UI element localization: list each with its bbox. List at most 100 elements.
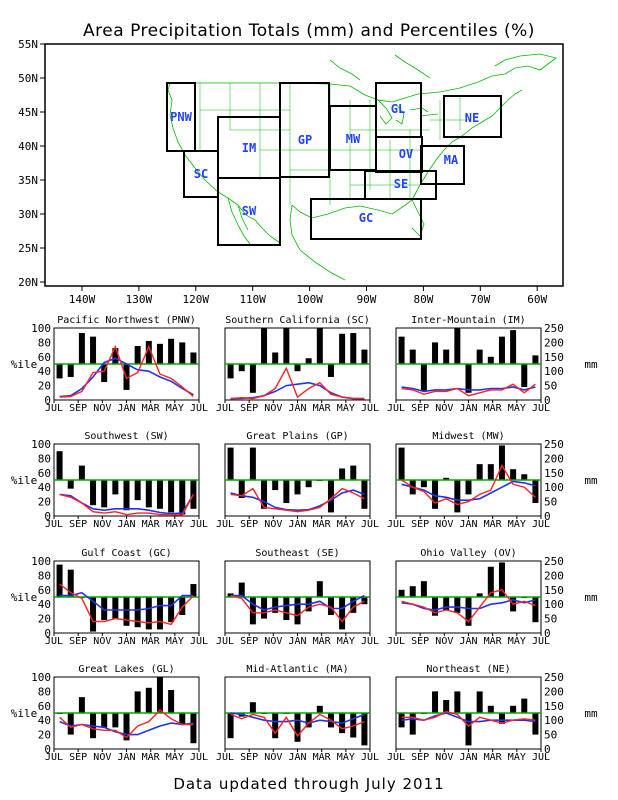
month-label: MAR: [142, 636, 161, 647]
month-label: MAR: [142, 403, 161, 414]
percentile-bar: [521, 474, 528, 480]
percentile-bar: [498, 562, 505, 597]
canada-interior: [329, 54, 431, 81]
percentile-bar: [476, 464, 483, 480]
normal-precip-line: [401, 599, 536, 611]
month-label: MAR: [313, 519, 332, 530]
month-label: JUL: [532, 519, 550, 530]
percentile-tick: 100: [31, 438, 51, 451]
region-labels: PNW SC IM SW GP MW GL OV NE MA SE GC: [170, 102, 479, 225]
percentile-bar: [294, 713, 301, 742]
percentile-bar: [261, 480, 268, 509]
percentile-bar: [145, 687, 152, 713]
region-boxes: [166, 82, 502, 246]
percentile-bar: [454, 328, 461, 364]
month-label: JUL: [361, 752, 379, 763]
percentile-bar: [510, 469, 517, 480]
lat-label: 55N: [18, 38, 38, 51]
normal-precip-line: [230, 712, 365, 724]
region-label-mw: MW: [346, 132, 361, 146]
percentile-bar: [339, 597, 346, 630]
mm-tick: 100: [544, 481, 564, 494]
month-label: MAR: [484, 752, 503, 763]
region-box-gc: [310, 198, 422, 240]
chart-panel: Southeast (SE) JUL SEP NOV JAN MAR MAY JUL: [216, 548, 379, 647]
month-label: MAY: [337, 636, 355, 647]
mm-tick: 0: [544, 627, 551, 640]
percentile-bar: [361, 349, 368, 364]
percentile-bar: [190, 584, 197, 597]
percentile-bar: [361, 480, 368, 509]
percentile-bar: [398, 447, 405, 480]
chart-title: Southeast (SE): [255, 548, 339, 559]
percentile-tick: 60: [38, 351, 51, 364]
percentile-bar: [350, 465, 357, 480]
month-label: MAY: [508, 636, 526, 647]
percentile-bar: [156, 343, 163, 364]
percentile-tick: 20: [38, 496, 51, 509]
month-label: NOV: [435, 636, 453, 647]
percentile-bar: [67, 364, 74, 377]
region-label-ma: MA: [444, 153, 459, 167]
mm-tick: 0: [544, 510, 551, 523]
mm-axis-label: mm: [584, 358, 598, 371]
lat-label: 25N: [18, 242, 38, 255]
region-box-pnw: [166, 82, 196, 152]
percentile-tick: 0: [44, 510, 51, 523]
region-label-ne: NE: [465, 111, 479, 125]
mm-tick: 0: [544, 743, 551, 756]
percentile-bar: [112, 480, 119, 495]
month-label: JUL: [45, 752, 63, 763]
mm-tick: 200: [544, 336, 564, 349]
month-label: JAN: [117, 403, 135, 414]
percentile-tick: 0: [44, 394, 51, 407]
percentile-bar: [101, 713, 108, 728]
percentile-bar: [238, 582, 245, 597]
percentile-bar: [409, 349, 416, 364]
percentile-tick: 40: [38, 365, 51, 378]
percentile-bar: [339, 468, 346, 480]
mm-tick: 150: [544, 584, 564, 597]
month-label: JUL: [45, 519, 63, 530]
month-label: NOV: [264, 403, 282, 414]
mm-tick: 150: [544, 700, 564, 713]
percentile-bar: [179, 480, 186, 515]
lon-label: 70W: [470, 293, 490, 306]
percentile-bar: [465, 480, 472, 495]
percentile-tick: 100: [31, 555, 51, 568]
region-label-ov: OV: [399, 147, 413, 161]
percentile-bar: [350, 713, 357, 738]
mm-axis-label: mm: [584, 474, 598, 487]
percentile-bar: [432, 342, 439, 364]
mm-tick: 50: [544, 729, 557, 742]
percentile-bar: [327, 597, 334, 615]
percentile-tick: 60: [38, 700, 51, 713]
total-precip-line: [401, 710, 536, 727]
percentile-bar: [487, 705, 494, 713]
percentile-bar: [56, 364, 63, 379]
percentile-bar: [101, 364, 108, 382]
percentile-bar: [476, 691, 483, 713]
month-label: JUL: [532, 636, 550, 647]
percentile-bar: [398, 589, 405, 597]
percentile-bar: [238, 364, 245, 372]
month-label: SEP: [411, 519, 429, 530]
percentile-bar: [272, 597, 279, 613]
month-label: JAN: [117, 636, 135, 647]
us-canada-border: [170, 73, 506, 103]
lon-label: 110W: [239, 293, 266, 306]
percentile-bar: [179, 597, 186, 615]
percentile-bar: [90, 597, 97, 632]
mm-tick: 100: [544, 365, 564, 378]
month-label: MAY: [337, 519, 355, 530]
percentile-bar: [420, 480, 427, 488]
month-label: JUL: [387, 636, 405, 647]
percentile-bar: [409, 586, 416, 597]
chart-panel: Inter-Mountain (IM) JUL SEP NOV JAN MAR MAY JUL…: [387, 315, 598, 414]
total-precip-line: [401, 464, 536, 506]
percentile-bar: [272, 480, 279, 491]
month-label: MAY: [166, 752, 184, 763]
percentile-bar: [134, 691, 141, 713]
chart-title: Mid-Atlantic (MA): [246, 664, 348, 675]
chart-title: Southern California (SC): [225, 315, 370, 326]
